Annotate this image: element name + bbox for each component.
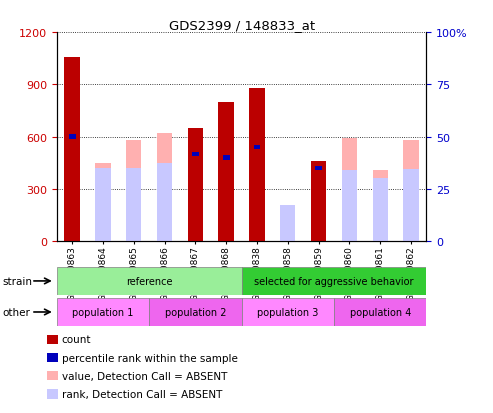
Bar: [192, 152, 199, 157]
Bar: [223, 156, 230, 160]
Bar: [218, 102, 234, 242]
Bar: [311, 161, 326, 242]
Bar: [373, 170, 388, 242]
Bar: [157, 164, 172, 242]
Text: population 3: population 3: [257, 307, 318, 317]
Text: rank, Detection Call = ABSENT: rank, Detection Call = ABSENT: [62, 389, 222, 399]
Text: other: other: [2, 307, 31, 317]
Bar: [126, 169, 141, 242]
Bar: [403, 141, 419, 242]
Bar: [57, 267, 242, 295]
Bar: [242, 298, 334, 326]
Bar: [334, 298, 426, 326]
Bar: [242, 267, 426, 295]
Bar: [342, 139, 357, 242]
Bar: [95, 164, 110, 242]
Bar: [188, 128, 203, 242]
Bar: [315, 166, 322, 171]
Text: count: count: [62, 335, 91, 344]
Bar: [149, 298, 242, 326]
Bar: [69, 135, 75, 140]
Text: strain: strain: [2, 276, 33, 286]
Bar: [157, 134, 172, 242]
Text: population 2: population 2: [165, 307, 226, 317]
Text: population 1: population 1: [72, 307, 134, 317]
Bar: [373, 179, 388, 242]
Bar: [253, 145, 260, 150]
Bar: [280, 205, 295, 242]
Text: value, Detection Call = ABSENT: value, Detection Call = ABSENT: [62, 371, 227, 381]
Text: population 4: population 4: [350, 307, 411, 317]
Bar: [65, 57, 80, 242]
Bar: [249, 89, 265, 242]
Text: reference: reference: [126, 276, 173, 286]
Bar: [126, 141, 141, 242]
Bar: [403, 169, 419, 242]
Bar: [95, 169, 110, 242]
Text: percentile rank within the sample: percentile rank within the sample: [62, 353, 238, 363]
Text: selected for aggressive behavior: selected for aggressive behavior: [254, 276, 414, 286]
Title: GDS2399 / 148833_at: GDS2399 / 148833_at: [169, 19, 315, 32]
Bar: [280, 207, 295, 242]
Bar: [342, 170, 357, 242]
Bar: [57, 298, 149, 326]
